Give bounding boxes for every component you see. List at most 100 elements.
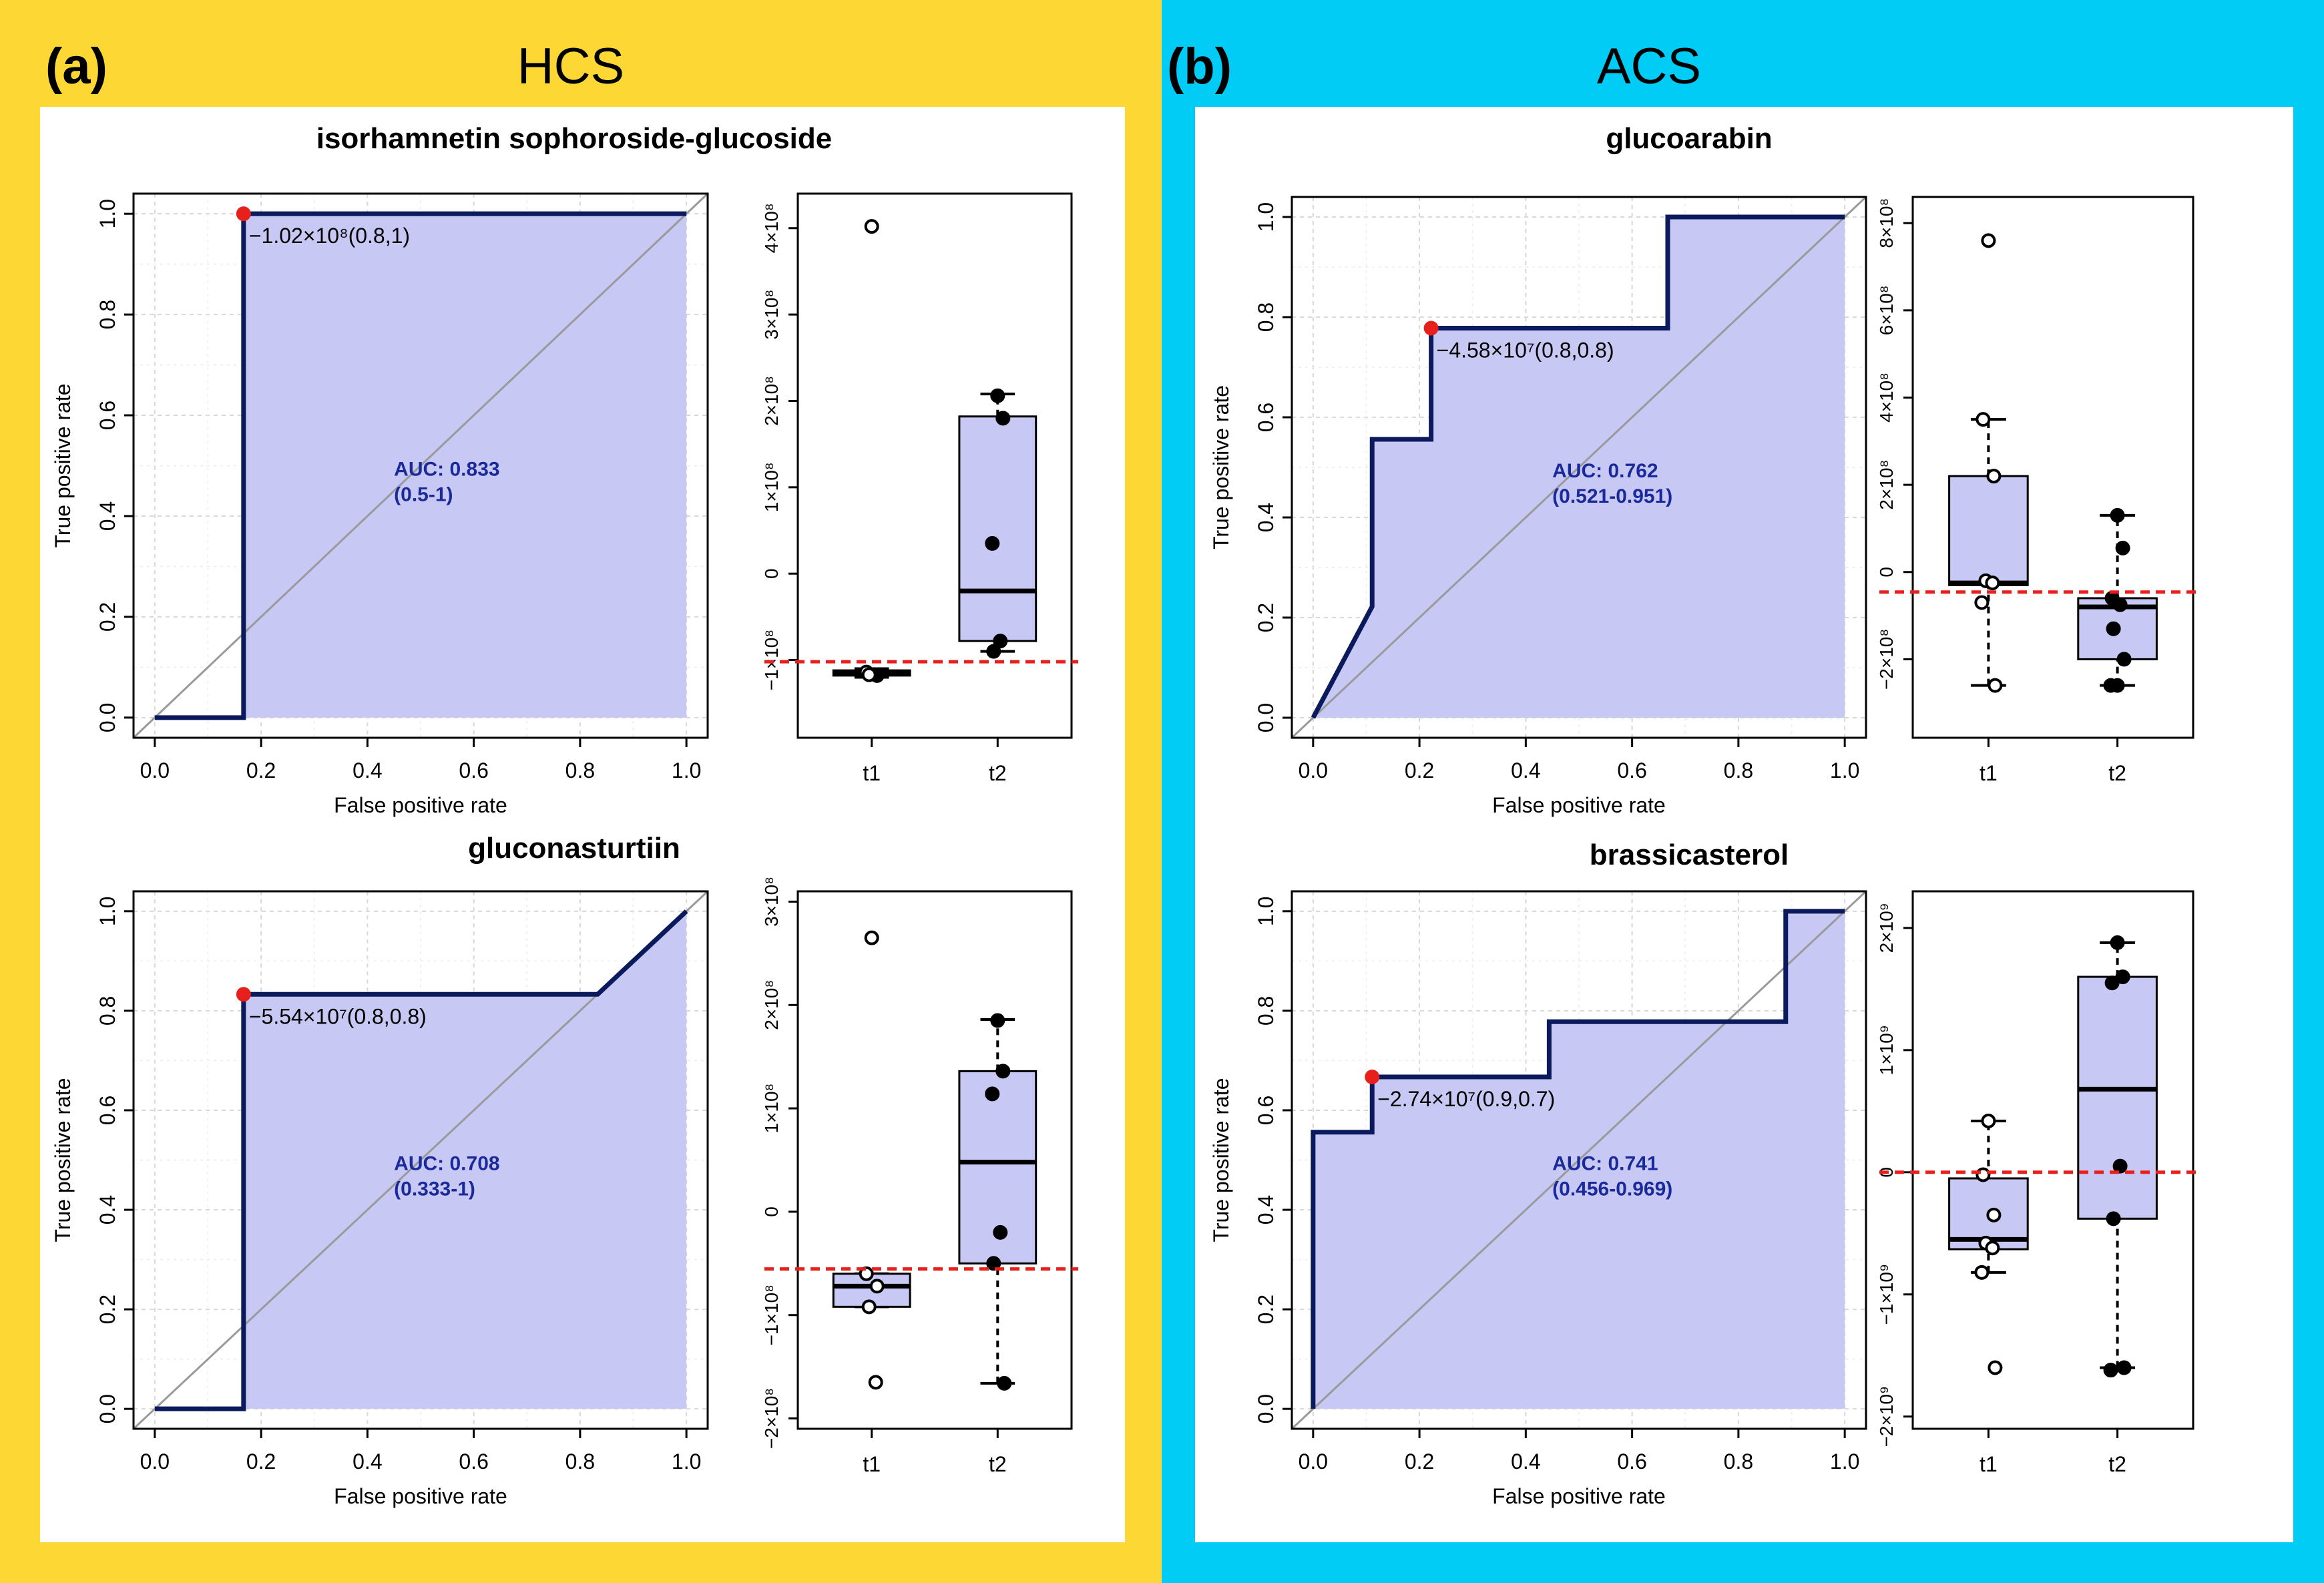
boxplot-y-tick-label: 2×10⁸ bbox=[761, 376, 782, 426]
roc-x-tick-label: 1.0 bbox=[1830, 758, 1859, 782]
boxplot-data-point bbox=[859, 1266, 874, 1281]
roc-plot-frame bbox=[132, 192, 709, 739]
boxplot-data-point bbox=[2112, 1158, 2128, 1174]
roc-x-tick-label: 0.4 bbox=[1511, 758, 1540, 782]
roc-x-tick-label: 0.0 bbox=[140, 758, 170, 782]
roc-y-tick-label: 1.0 bbox=[95, 897, 120, 926]
charts-layer: 0.0 0.0 0.2 0.2 0.4 0.4 0.6 0.6 0.8 0.8 1.0 1.0 Fals… bbox=[51, 192, 2200, 1508]
roc-y-tick-label: 0.6 bbox=[1254, 403, 1278, 432]
boxplot-y-tick-label: 3×10⁸ bbox=[761, 877, 782, 927]
boxplot-data-point bbox=[1986, 1207, 2002, 1222]
roc-y-tick-label: 1.0 bbox=[1254, 897, 1278, 926]
roc-x-axis-label: False positive rate bbox=[334, 1484, 507, 1508]
boxplot-x-tick-label: t2 bbox=[2108, 1452, 2126, 1476]
boxplot-x-tick-label: t1 bbox=[863, 761, 881, 785]
roc-x-tick-label: 0.8 bbox=[1724, 758, 1753, 782]
boxplot-data-point bbox=[864, 219, 879, 234]
boxplot-y-tick-label: 2×10⁹ bbox=[1876, 903, 1897, 953]
roc-y-tick-label: 0.4 bbox=[95, 501, 120, 531]
roc-x-tick-label: 0.2 bbox=[1405, 758, 1434, 782]
boxplot-y-tick-label: 0 bbox=[1876, 567, 1897, 578]
roc-y-tick-label: 0.8 bbox=[95, 996, 120, 1026]
roc-chart-0: 0.0 0.0 0.2 0.2 0.4 0.4 0.6 0.6 0.8 0.8 1.0 1.0 Fals… bbox=[51, 192, 709, 817]
roc-y-tick-label: 1.0 bbox=[1254, 202, 1278, 232]
boxplot-data-point bbox=[995, 1064, 1011, 1079]
roc-y-tick-label: 0.0 bbox=[95, 703, 120, 732]
roc-auc-ci: (0.456-0.969) bbox=[1552, 1178, 1672, 1200]
roc-x-tick-label: 1.0 bbox=[672, 1449, 701, 1474]
roc-x-tick-label: 0.2 bbox=[246, 758, 276, 782]
roc-x-tick-label: 0.6 bbox=[459, 1449, 488, 1474]
boxplot-data-point bbox=[1988, 678, 2003, 693]
roc-y-tick-label: 0.6 bbox=[95, 401, 120, 430]
boxplot-x-tick-label: t2 bbox=[989, 1452, 1007, 1476]
boxplot-y-tick-label: 4×10⁸ bbox=[1876, 373, 1897, 423]
boxplot-data-point bbox=[1981, 233, 1996, 248]
boxplot-y-tick-label: −1×10⁹ bbox=[1876, 1264, 1897, 1325]
roc-cutoff-label: −2.74×10⁷(0.9,0.7) bbox=[1377, 1087, 1555, 1111]
boxplot-data-point bbox=[2115, 540, 2130, 555]
boxplot-y-tick-label: 6×10⁸ bbox=[1876, 285, 1897, 335]
roc-plot-frame bbox=[1291, 890, 1867, 1430]
boxplot-y-tick-label: 1×10⁸ bbox=[761, 462, 782, 512]
roc-x-tick-label: 0.8 bbox=[565, 758, 595, 782]
boxplot-data-point bbox=[2110, 678, 2125, 693]
roc-y-axis-label: True positive rate bbox=[51, 383, 75, 547]
roc-y-tick-label: 0.0 bbox=[95, 1394, 120, 1423]
boxplot-y-tick-label: −1×10⁸ bbox=[761, 1285, 782, 1345]
roc-cutoff-label: −5.54×10⁷(0.8,0.8) bbox=[249, 1004, 427, 1028]
roc-y-tick-label: 0.2 bbox=[95, 1295, 120, 1324]
roc-y-tick-label: 0.0 bbox=[1254, 703, 1278, 732]
boxplot-box bbox=[958, 415, 1037, 642]
roc-x-tick-label: 0.0 bbox=[1299, 758, 1328, 782]
roc-y-tick-label: 0.8 bbox=[1254, 302, 1278, 332]
roc-y-tick-label: 1.0 bbox=[95, 199, 120, 228]
boxplot-data-point bbox=[997, 1375, 1012, 1391]
roc-x-tick-label: 1.0 bbox=[672, 758, 701, 782]
boxplot-data-point bbox=[985, 535, 1000, 551]
boxplot-data-point bbox=[2106, 1211, 2121, 1226]
roc-cutoff-point bbox=[1423, 320, 1439, 336]
boxplot-x-tick-label: t2 bbox=[2108, 761, 2126, 785]
roc-auc-label: AUC: 0.708 bbox=[394, 1152, 499, 1174]
boxplot-y-tick-label: 3×10⁸ bbox=[761, 290, 782, 340]
boxplot-data-point bbox=[2110, 935, 2125, 950]
boxplot-data-point bbox=[864, 930, 879, 945]
roc-x-tick-label: 0.2 bbox=[246, 1449, 276, 1474]
roc-x-tick-label: 0.6 bbox=[1617, 1449, 1646, 1474]
roc-curve bbox=[1311, 909, 1845, 1409]
boxplot-data-point bbox=[986, 1256, 1001, 1271]
roc-auc-label: AUC: 0.833 bbox=[394, 459, 499, 481]
chart-title-isorhamnetin: isorhamnetin sophoroside-glucoside bbox=[316, 122, 833, 155]
boxplot-y-tick-label: 8×10⁸ bbox=[1876, 198, 1897, 248]
roc-y-tick-label: 0.2 bbox=[95, 602, 120, 632]
roc-x-tick-label: 0.0 bbox=[1299, 1449, 1328, 1474]
roc-y-tick-label: 0.4 bbox=[1254, 1195, 1278, 1224]
panel-b-group-title: ACS bbox=[1597, 38, 1701, 95]
boxplot-y-tick-label: 0 bbox=[761, 568, 782, 579]
boxplot-chart-1: −2×10⁸ −1×10⁸ 0 1×10⁸ 2×10⁸ 3×10⁸ t1 t2 bbox=[761, 877, 1078, 1476]
roc-y-tick-label: 0.8 bbox=[95, 300, 120, 329]
boxplot-y-tick-label: 1×10⁸ bbox=[761, 1084, 782, 1134]
boxplot-data-point bbox=[1981, 1113, 1996, 1128]
boxplot-data-point bbox=[2116, 1360, 2132, 1375]
boxplot-y-tick-label: 1×10⁹ bbox=[1876, 1025, 1897, 1075]
chart-title-brassicasterol: brassicasterol bbox=[1590, 839, 1789, 871]
boxplot-chart-2: −2×10⁸ 0 2×10⁸ 4×10⁸ 6×10⁸ 8×10⁸ t1 t2 bbox=[1876, 196, 2200, 785]
boxplot-data-point bbox=[869, 1279, 885, 1294]
roc-curve bbox=[154, 211, 687, 720]
roc-y-tick-label: 0.6 bbox=[1254, 1096, 1278, 1125]
roc-cutoff-point bbox=[236, 987, 251, 1002]
panel-a-letter: (a) bbox=[45, 38, 107, 95]
roc-cutoff-point bbox=[236, 206, 251, 222]
boxplot-data-point bbox=[1974, 595, 1990, 610]
chart-title-glucoarabin: glucoarabin bbox=[1606, 122, 1772, 155]
boxplot-data-point bbox=[993, 634, 1008, 649]
boxplot-box bbox=[2077, 975, 2158, 1220]
boxplot-data-point bbox=[1986, 469, 2002, 484]
boxplot-y-tick-label: −1×10⁸ bbox=[761, 630, 782, 690]
boxplot-data-point bbox=[1976, 412, 1991, 427]
roc-auc-label: AUC: 0.741 bbox=[1552, 1152, 1658, 1174]
